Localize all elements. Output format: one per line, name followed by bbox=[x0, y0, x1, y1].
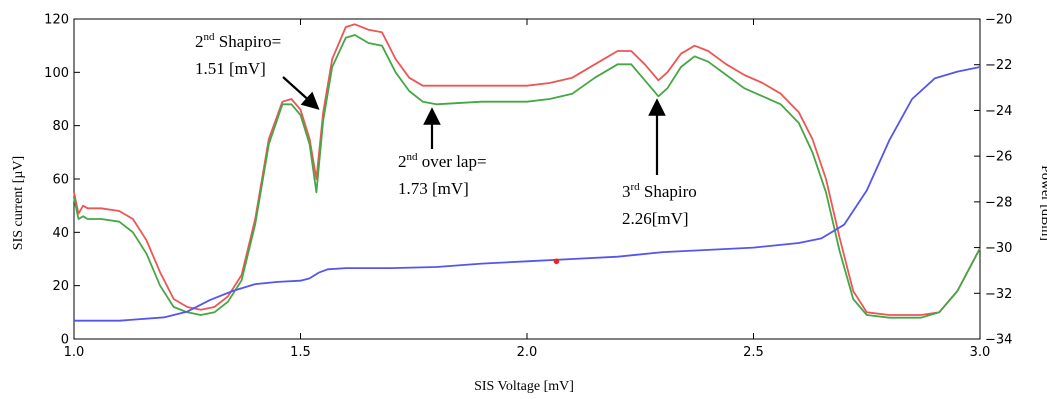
series-layer bbox=[73, 23, 981, 322]
annotations-layer: 2nd Shapiro= 1.51 [mV] 2nd over lap= 1.73 [… bbox=[195, 31, 697, 228]
y2-tick-label: −30 bbox=[985, 241, 1012, 256]
annotation-arrow bbox=[282, 76, 320, 110]
y-tick-label: 40 bbox=[52, 226, 69, 241]
y2-tick-label: −24 bbox=[985, 104, 1012, 119]
annotation-text: 2nd Shapiro= bbox=[195, 31, 281, 51]
annotation-text: 3rd Shapiro bbox=[622, 181, 697, 201]
x-axis-label: SIS Voltage [mV] bbox=[474, 379, 574, 394]
annotation-text: 2nd over lap= bbox=[398, 151, 487, 171]
y-tick-label: 0 bbox=[61, 333, 69, 348]
y2-tick-label: −28 bbox=[985, 195, 1012, 210]
series-line-blue bbox=[74, 66, 981, 322]
x-tick-label: 1.5 bbox=[290, 345, 311, 360]
x-tick-label: 3.0 bbox=[970, 345, 991, 360]
x-tick-label: 1.0 bbox=[64, 345, 85, 360]
y-axis-label: SIS current [µV] bbox=[11, 156, 26, 250]
x-tick-label: 2.5 bbox=[743, 345, 764, 360]
y-tick-label: 60 bbox=[52, 173, 69, 188]
data-marker-dot bbox=[553, 258, 560, 265]
y2-tick-label: −22 bbox=[985, 58, 1012, 73]
series-line-red bbox=[73, 23, 981, 316]
y2-tick-label: −34 bbox=[985, 333, 1012, 348]
y-tick-label: 100 bbox=[44, 66, 69, 81]
y2-tick-label: −26 bbox=[985, 150, 1012, 165]
annotation-text: 1.73 [mV] bbox=[398, 179, 469, 198]
annotation-text: 1.51 [mV] bbox=[195, 59, 266, 78]
x-tick-label: 2.0 bbox=[517, 345, 538, 360]
y-tick-label: 20 bbox=[52, 279, 69, 294]
annotation-a1: 2nd Shapiro= 1.51 [mV] bbox=[195, 31, 320, 110]
ticks-layer: 1.0 1.5 2.0 2.5 3.0 0 20 40 60 80 100 120 −34 −32 −30 −… bbox=[44, 13, 1012, 361]
y2-tick-label: −32 bbox=[985, 287, 1012, 302]
annotation-a2: 2nd over lap= 1.73 [mV] bbox=[398, 107, 487, 198]
y2-axis-label: Power [dBm] bbox=[1038, 165, 1047, 241]
annotation-a3: 3rd Shapiro 2.26[mV] bbox=[622, 98, 697, 228]
annotation-text: 2.26[mV] bbox=[622, 209, 689, 228]
y-tick-label: 80 bbox=[52, 119, 69, 134]
y-tick-label: 120 bbox=[44, 13, 69, 28]
y2-tick-label: −20 bbox=[985, 13, 1012, 28]
